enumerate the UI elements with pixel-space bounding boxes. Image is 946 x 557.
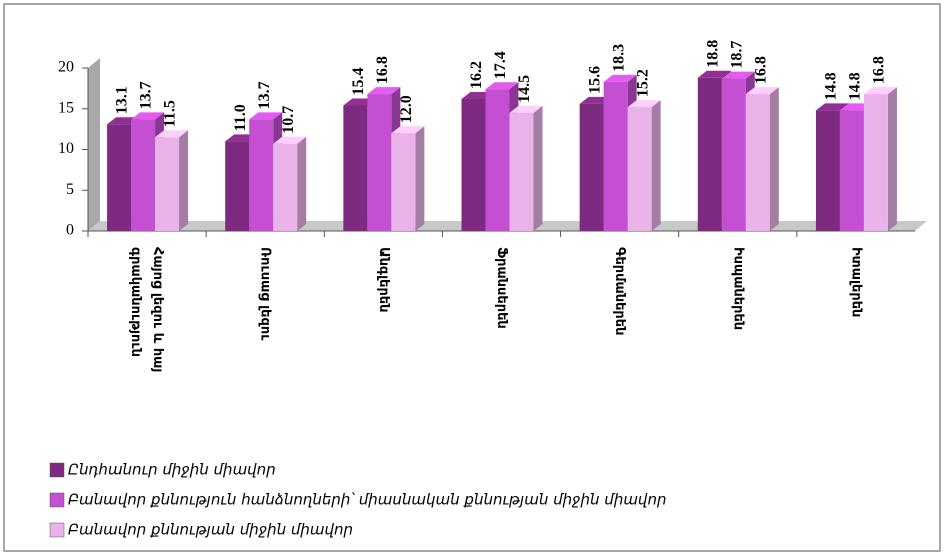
bar <box>839 110 864 231</box>
bar <box>697 77 722 231</box>
bar-side <box>179 130 189 231</box>
bar <box>509 112 534 231</box>
y-tick-label: 0 <box>66 222 74 239</box>
bar-side <box>533 105 543 231</box>
value-label: 11.0 <box>232 104 249 131</box>
x-tick-label: Իսպաներեն <box>730 247 745 330</box>
legend-swatch <box>49 462 65 478</box>
bar <box>603 81 628 231</box>
value-label: 18.3 <box>610 44 627 72</box>
bar-top <box>273 136 307 144</box>
bar <box>343 105 368 231</box>
value-label: 14.8 <box>847 72 864 100</box>
bar <box>131 119 156 231</box>
bar-top <box>391 126 425 134</box>
value-label: 16.8 <box>374 56 391 84</box>
bar <box>225 141 250 231</box>
bar-top <box>697 70 731 78</box>
bar-side <box>415 126 425 231</box>
value-label: 15.6 <box>586 66 603 94</box>
y-tick-label: 15 <box>58 99 74 116</box>
bar <box>863 94 888 231</box>
bar-side <box>769 87 779 231</box>
value-label: 16.8 <box>752 56 769 84</box>
value-label: 13.7 <box>256 81 273 109</box>
legend-label: Բանավոր քննության միջին միավոր <box>68 521 353 539</box>
value-label: 13.1 <box>114 86 131 114</box>
value-label: 14.8 <box>823 72 840 100</box>
y-tick-label: 5 <box>66 181 74 198</box>
bar-top <box>131 112 165 120</box>
bar <box>107 124 132 231</box>
bar-side <box>887 87 897 231</box>
value-label: 13.7 <box>138 81 155 109</box>
bar-top <box>603 74 637 82</box>
bar <box>815 110 840 231</box>
y-tick-label: 20 <box>58 59 74 76</box>
x-tick-label: Հայոց լեզու և հայգրականություն <box>129 247 166 372</box>
bar <box>485 89 510 231</box>
value-label: 16.2 <box>468 61 485 89</box>
x-tick-label: Գերմաներեն <box>612 247 627 335</box>
bar <box>461 98 486 231</box>
bar <box>579 103 604 231</box>
bar-top <box>815 103 849 111</box>
side-wall <box>88 58 100 231</box>
value-label: 14.5 <box>516 75 533 103</box>
bar-top <box>367 87 401 95</box>
value-label: 17.4 <box>492 51 509 79</box>
bar <box>273 143 298 231</box>
bar-top <box>509 105 543 113</box>
bar <box>367 94 392 231</box>
y-tick-label: 10 <box>58 140 74 157</box>
bar-side <box>297 136 307 231</box>
bar-top <box>155 130 189 138</box>
bar <box>745 94 770 231</box>
bar <box>721 78 746 231</box>
legend-swatch <box>49 492 65 508</box>
bar <box>391 133 416 231</box>
legend-label: Բանավոր քննություն հանձնողների՝ միասնակա… <box>68 491 666 509</box>
bar-top <box>863 87 897 95</box>
value-label: 18.8 <box>704 40 721 68</box>
legend-label: Ընդհանուր միջին միավոր <box>68 461 276 479</box>
value-label: 12.0 <box>398 95 415 123</box>
value-label: 10.7 <box>280 106 297 134</box>
bar <box>249 119 274 231</box>
value-label: 18.7 <box>728 41 745 69</box>
bar-top <box>721 71 755 79</box>
bar-top <box>485 82 519 90</box>
bar-top <box>745 87 779 95</box>
legend-swatch <box>49 522 65 538</box>
x-tick-label: Անգլերեն <box>376 247 391 313</box>
x-tick-label: Ռուսաց լեզու <box>258 247 273 341</box>
value-label: 16.8 <box>871 56 888 84</box>
bar <box>155 137 180 231</box>
x-tick-label: Իտալերեն <box>848 247 863 317</box>
bar <box>627 107 652 231</box>
bar-top <box>627 100 661 108</box>
value-label: 11.5 <box>162 100 179 127</box>
value-label: 15.4 <box>350 67 367 95</box>
x-tick-label: Ֆրանսերեն <box>494 247 509 329</box>
value-label: 15.2 <box>634 69 651 97</box>
bar-side <box>651 100 661 232</box>
bar-top <box>249 112 283 120</box>
